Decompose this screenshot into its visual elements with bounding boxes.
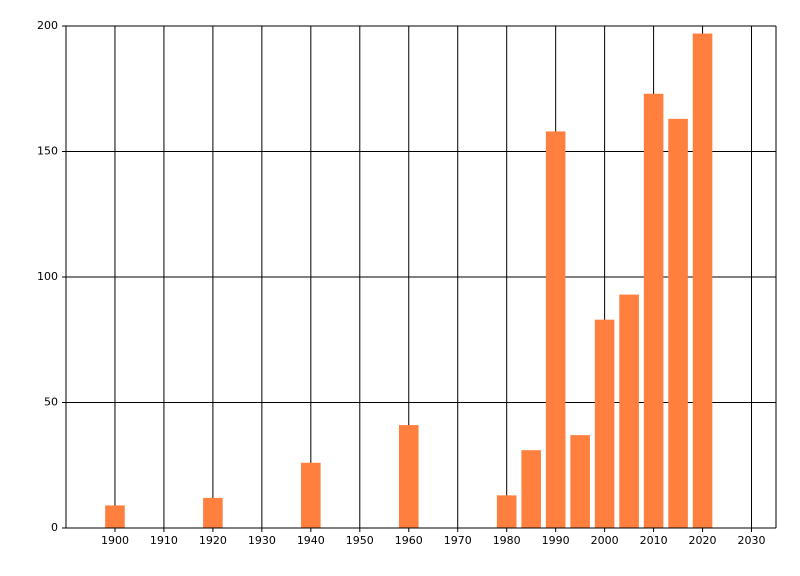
x-tick-label: 1960 bbox=[395, 534, 423, 547]
bar bbox=[692, 33, 713, 528]
x-tick-label: 1900 bbox=[101, 534, 129, 547]
x-tick-label: 1940 bbox=[297, 534, 325, 547]
bar bbox=[545, 131, 566, 529]
y-tick-label: 100 bbox=[37, 270, 58, 283]
bar bbox=[594, 319, 615, 528]
bar bbox=[521, 450, 541, 528]
x-tick-label: 2000 bbox=[591, 534, 619, 547]
bar bbox=[398, 425, 419, 528]
x-tick-label: 2020 bbox=[689, 534, 717, 547]
y-tick-label: 150 bbox=[37, 145, 58, 158]
bar bbox=[643, 93, 664, 529]
x-tick-label: 2030 bbox=[738, 534, 766, 547]
y-tick-label: 50 bbox=[44, 396, 58, 409]
bar bbox=[496, 495, 517, 528]
bar bbox=[668, 118, 688, 529]
y-tick-label: 200 bbox=[37, 19, 58, 32]
x-tick-label: 1970 bbox=[444, 534, 472, 547]
x-tick-label: 1990 bbox=[542, 534, 570, 547]
x-tick-label: 2010 bbox=[640, 534, 668, 547]
bar bbox=[301, 462, 321, 528]
bar bbox=[619, 294, 639, 528]
x-tick-label: 1920 bbox=[199, 534, 227, 547]
bar bbox=[203, 497, 223, 528]
bar bbox=[570, 435, 590, 528]
x-tick-label: 1930 bbox=[248, 534, 276, 547]
x-tick-label: 1950 bbox=[346, 534, 374, 547]
x-tick-label: 1910 bbox=[150, 534, 178, 547]
y-tick-label: 0 bbox=[51, 521, 58, 534]
bar bbox=[105, 505, 125, 528]
x-tick-label: 1980 bbox=[493, 534, 521, 547]
